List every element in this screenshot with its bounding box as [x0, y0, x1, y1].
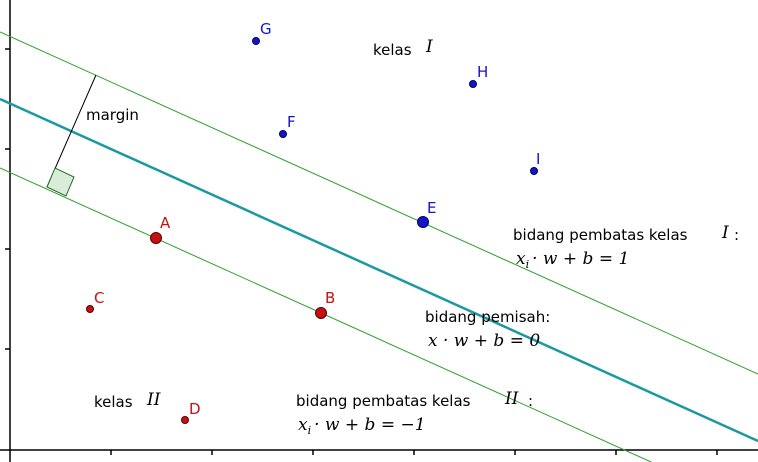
class-one-word: kelas	[373, 41, 412, 59]
class-one-symbol: I	[425, 37, 433, 57]
boundary-one-colon: :	[734, 226, 739, 244]
class-two-label: kelas II	[94, 390, 161, 411]
lower-margin-line	[0, 167, 653, 462]
boundary-two-text: bidang pembatas kelas	[296, 392, 471, 410]
upper-margin-line	[0, 31, 758, 375]
point-H-dot	[469, 80, 477, 88]
point-G: G	[252, 20, 272, 45]
boundary-two-symbol: II	[504, 389, 519, 409]
margin-label: margin	[86, 106, 139, 124]
point-I-dot	[530, 167, 538, 175]
point-E: E	[417, 199, 436, 228]
boundary-one-text: bidang pembatas kelas	[513, 226, 688, 244]
point-C-label: C	[94, 289, 104, 307]
boundary-two-colon: :	[528, 392, 533, 410]
point-A-label: A	[160, 214, 171, 232]
point-I: I	[530, 150, 540, 175]
point-F: F	[279, 113, 296, 138]
point-D-label: D	[189, 400, 201, 418]
point-E-dot	[417, 216, 429, 228]
boundary-two-equation: xi · w + b = −1	[298, 415, 426, 437]
separator-text: bidang pemisah:	[425, 308, 550, 326]
point-E-label: E	[427, 199, 436, 217]
point-G-dot	[252, 37, 260, 45]
x-axis-ticks	[110, 450, 718, 455]
point-B-dot	[315, 307, 327, 319]
point-H-label: H	[477, 63, 488, 81]
point-D-dot	[181, 416, 189, 424]
class-two-symbol: II	[146, 390, 161, 410]
boundary-two-eq-sub: i	[308, 424, 312, 437]
point-G-label: G	[260, 20, 272, 38]
point-B: B	[315, 289, 335, 319]
point-C: C	[86, 289, 104, 313]
class-two-word: kelas	[94, 393, 133, 411]
boundary-two-eq-var: x	[298, 415, 308, 435]
class-one-label: kelas I	[373, 37, 433, 59]
boundary-two-eq-rest: · w + b = −1	[314, 415, 425, 435]
point-F-label: F	[287, 113, 296, 131]
separator-equation: x · w + b = 0	[428, 331, 540, 351]
point-D: D	[181, 400, 201, 424]
separator-annotation: bidang pemisah: x · w + b = 0	[425, 308, 550, 351]
boundary-one-annotation: bidang pembatas kelas I : xi · w + b = 1	[513, 223, 739, 271]
y-axis-ticks	[5, 48, 10, 350]
point-C-dot	[86, 305, 94, 313]
point-B-label: B	[325, 289, 335, 307]
point-A-dot	[150, 232, 162, 244]
boundary-one-symbol: I	[721, 223, 729, 243]
boundary-one-equation: xi · w + b = 1	[516, 249, 629, 271]
boundary-two-annotation: bidang pembatas kelas II : xi · w + b = −…	[296, 389, 533, 437]
point-F-dot	[279, 130, 287, 138]
boundary-one-eq-rest: · w + b = 1	[532, 249, 629, 269]
point-H: H	[469, 63, 488, 88]
boundary-one-eq-sub: i	[526, 258, 530, 271]
point-I-label: I	[536, 150, 540, 168]
right-angle-marker	[46, 167, 75, 197]
point-A: A	[150, 214, 171, 244]
separating-line	[0, 97, 758, 443]
boundary-one-eq-var: x	[516, 249, 526, 269]
